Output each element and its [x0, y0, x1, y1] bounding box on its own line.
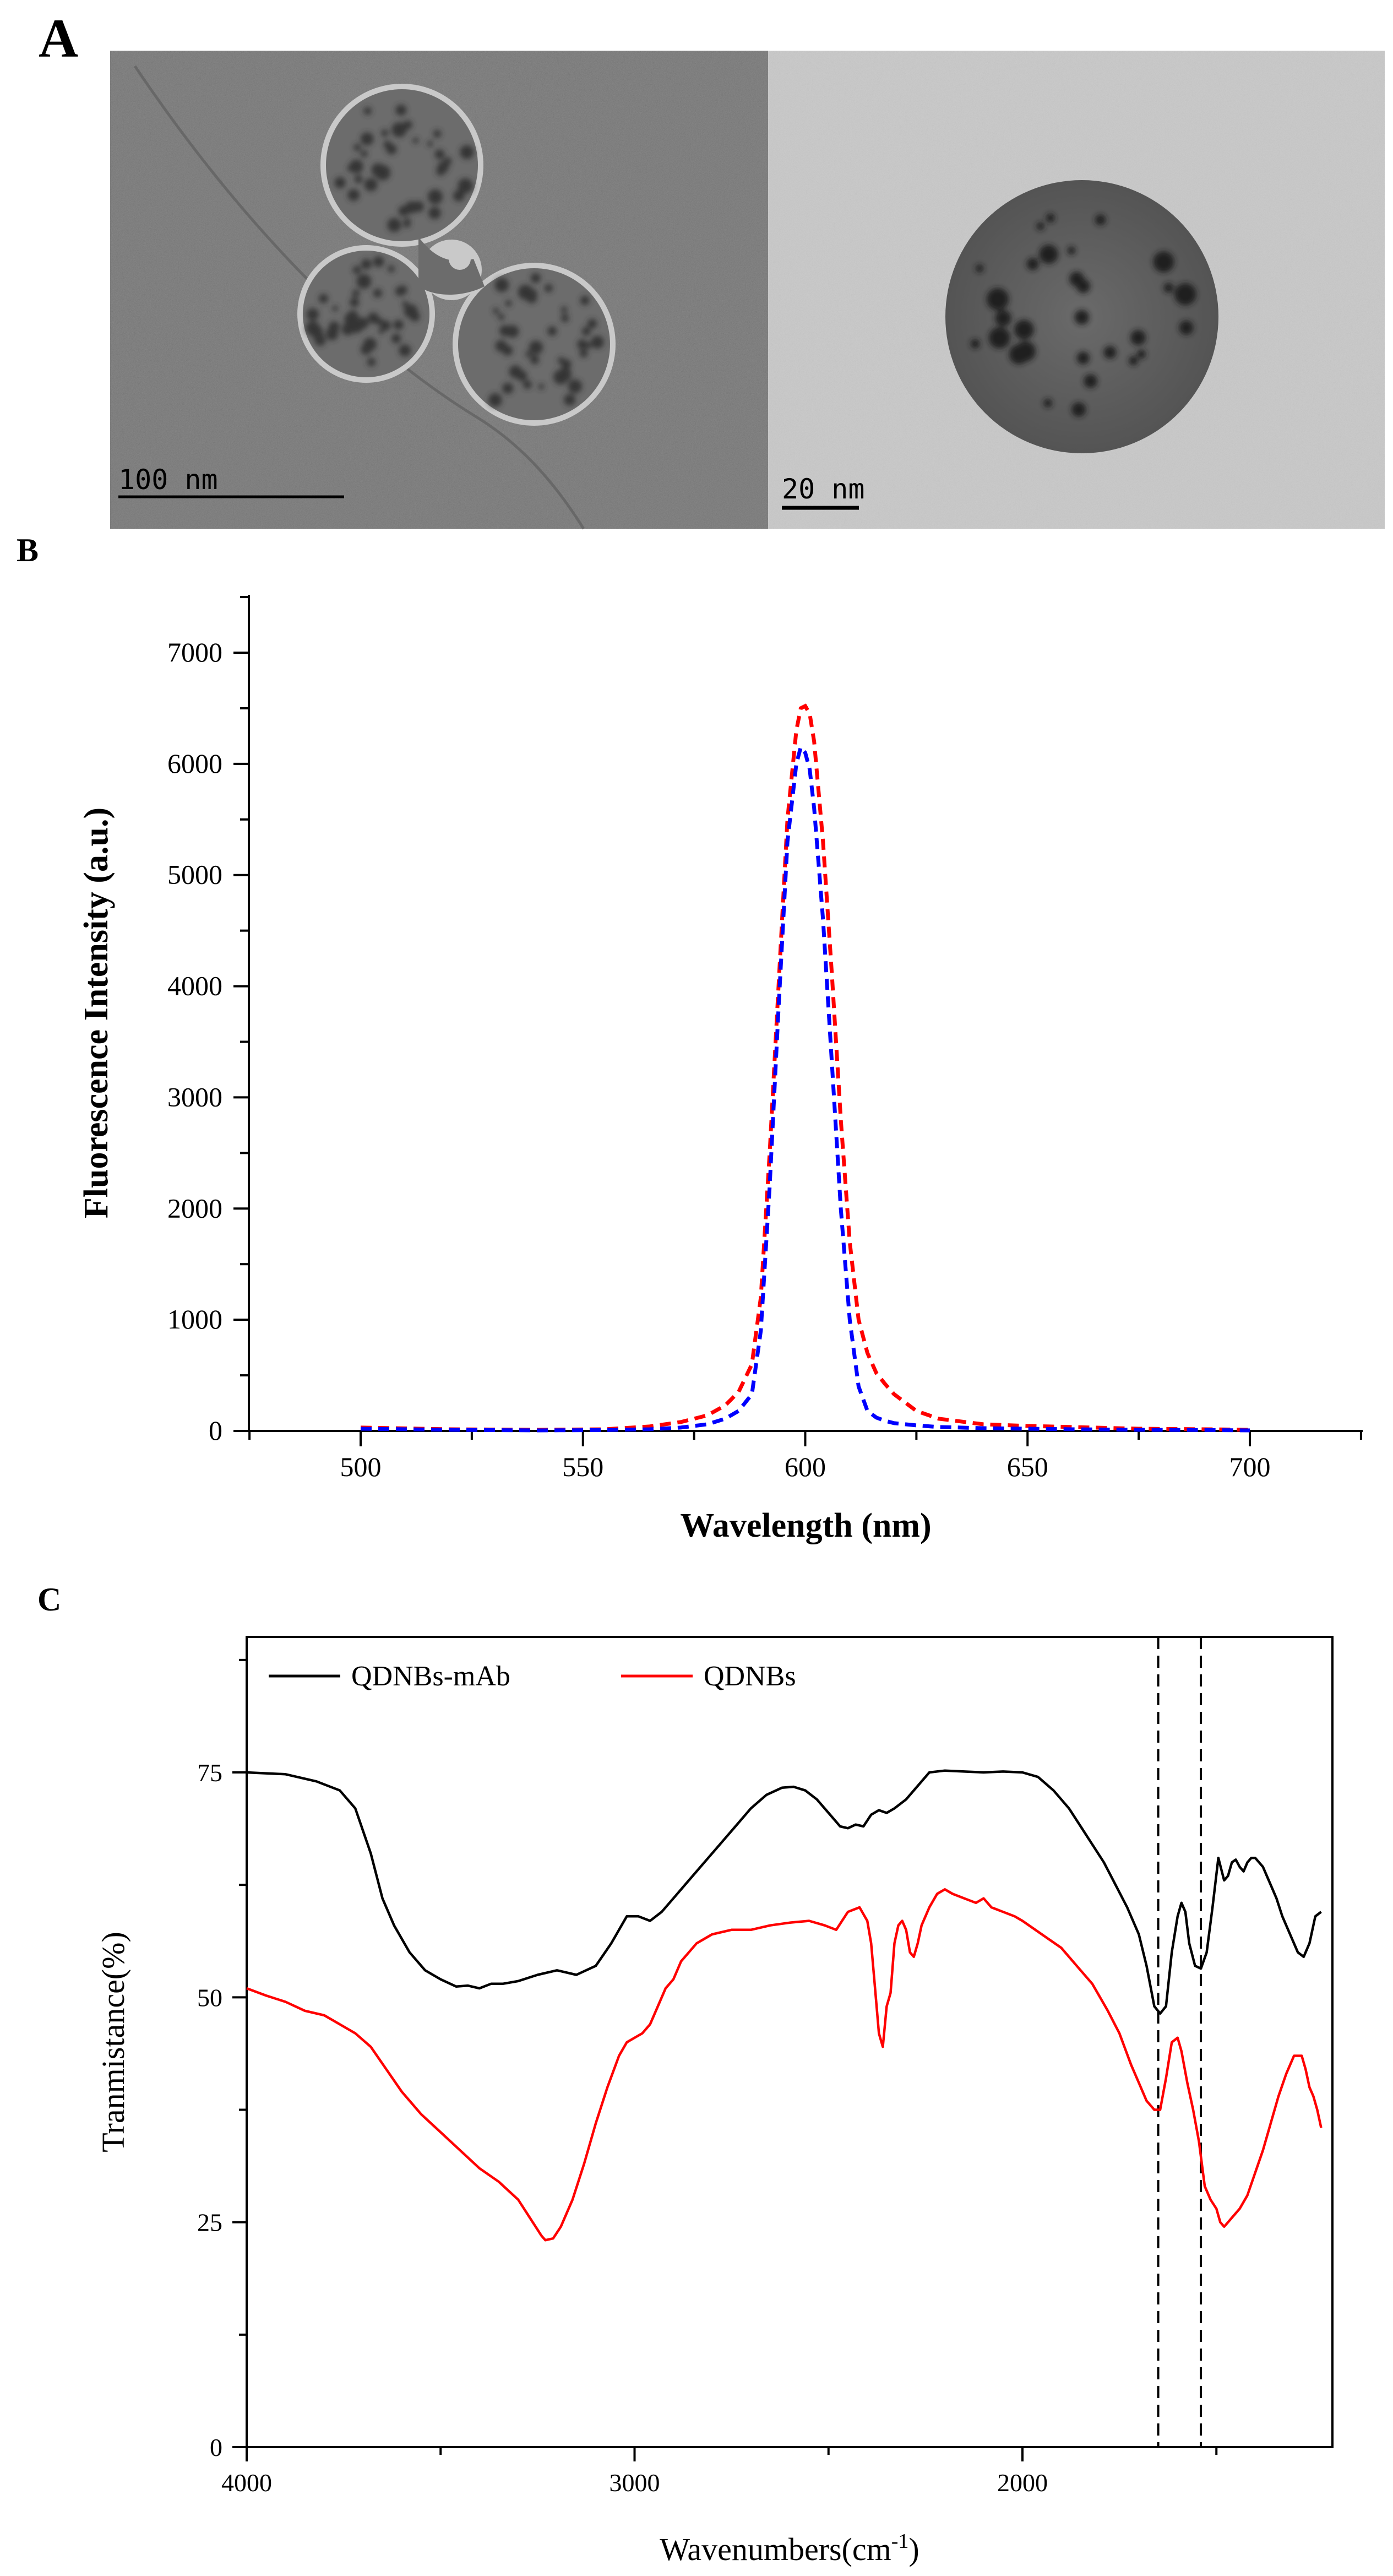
- ftir-y-tick-label: 75: [197, 1759, 222, 1787]
- ftir-axes: 0 25 50 75 4000 3000 2000: [197, 1636, 1334, 2497]
- fluorescence-y-tick-label: 7000: [167, 637, 222, 668]
- fluorescence-y-tick-label: 1000: [167, 1304, 222, 1335]
- scale-label-left: 100 nm: [118, 464, 218, 496]
- panel-label-b: B: [17, 532, 39, 568]
- ftir-x-tick-label: 3000: [610, 2469, 660, 2497]
- fluorescence-series: [360, 703, 1250, 1433]
- ftir-x-tick-label: 2000: [997, 2469, 1048, 2497]
- fluorescence-x-tick-label: 550: [562, 1451, 603, 1482]
- scale-label-right: 20 nm: [782, 473, 865, 505]
- single-nanoparticle: [945, 180, 1218, 453]
- ftir-series-line-2: [246, 1888, 1323, 2242]
- ftir-x-label-sup: -1: [891, 2530, 909, 2553]
- fluorescence-x-tick-label: 700: [1229, 1451, 1271, 1482]
- fluorescence-x-tick-label: 650: [1007, 1451, 1048, 1482]
- ftir-legend: QDNBs-mAb QDNBs: [269, 1661, 796, 1692]
- ftir-x-label-end: ): [908, 2531, 919, 2567]
- ftir-x-label-main: Wavenumbers(cm: [660, 2531, 891, 2567]
- ftir-y-tick-label: 25: [197, 2209, 222, 2237]
- nanoparticle-cluster: [297, 84, 616, 426]
- ftir-legend-label-1: QDNBs-mAb: [351, 1661, 510, 1692]
- panel-label-c: C: [37, 1581, 62, 1618]
- ftir-y-tick-label: 50: [197, 1983, 222, 2011]
- fluorescence-series-line-1: [360, 703, 1250, 1432]
- fluorescence-y-tick-label: 4000: [167, 970, 222, 1001]
- fluorescence-y-tick-label: 3000: [167, 1081, 222, 1112]
- ftir-x-tick-label: 4000: [221, 2469, 272, 2497]
- fluorescence-y-tick-label: 2000: [167, 1192, 222, 1223]
- fluorescence-series-line-2: [360, 743, 1250, 1433]
- ftir-series: [246, 1769, 1323, 2242]
- fluorescence-y-axis-label: Fluorescence Intensity (a.u.): [78, 807, 115, 1218]
- fluorescence-y-tick-label: 0: [209, 1415, 222, 1446]
- fluorescence-chart: 0 1000 2000 3000 4000 5000 6000 7000 500 550 600 65…: [78, 595, 1363, 1544]
- ftir-y-axis-label: Tranmistance(%): [95, 1932, 131, 2152]
- ftir-legend-label-2: QDNBs: [704, 1661, 796, 1692]
- ftir-x-axis-label: Wavenumbers(cm-1): [660, 2530, 919, 2567]
- panel-label-a: A: [39, 8, 79, 69]
- fluorescence-x-axis-label: Wavelength (nm): [680, 1507, 931, 1544]
- fluorescence-y-tick-label: 5000: [167, 859, 222, 890]
- fluorescence-x-tick-label: 600: [785, 1451, 826, 1482]
- fluorescence-x-tick-label: 500: [340, 1451, 382, 1482]
- fluorescence-y-tick-label: 6000: [167, 748, 222, 779]
- ftir-y-tick-label: 0: [210, 2433, 222, 2461]
- ftir-series-line-1: [246, 1769, 1322, 2015]
- ftir-plot-frame: [246, 1636, 1334, 2448]
- tem-micrographs: 100 nm 20 nm: [110, 51, 1385, 530]
